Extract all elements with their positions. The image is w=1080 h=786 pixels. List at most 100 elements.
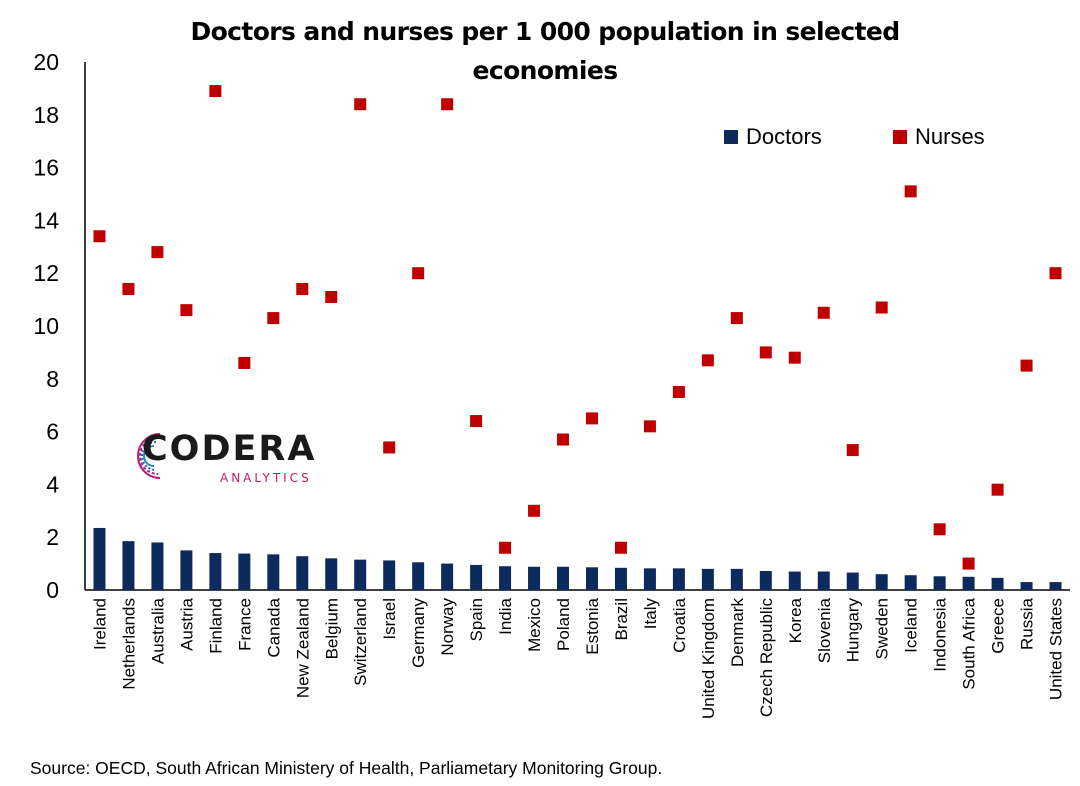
bar-doctors	[528, 566, 541, 590]
bar-doctors	[1020, 582, 1033, 590]
x-tick-label: Finland	[206, 598, 225, 654]
y-tick-label: 18	[33, 102, 59, 128]
x-tick-label: Austria	[177, 597, 196, 650]
logo-subtitle: ANALYTICS	[220, 471, 312, 485]
x-tick-label: New Zealand	[293, 598, 312, 698]
x-tick-label: Poland	[554, 598, 573, 651]
x-tick-label: Ireland	[90, 598, 109, 650]
bar-doctors	[904, 575, 917, 590]
marker-nurses	[1020, 359, 1033, 372]
bar-doctors	[499, 566, 512, 590]
marker-nurses	[325, 290, 338, 303]
bar-doctors	[441, 563, 454, 590]
x-tick-label: Brazil	[612, 598, 631, 641]
bar-doctors	[614, 567, 627, 590]
x-tick-label: Netherlands	[119, 598, 138, 690]
marker-nurses	[701, 354, 714, 367]
y-tick-label: 6	[46, 419, 59, 445]
x-tick-label: Canada	[264, 597, 283, 657]
bar-doctors	[846, 572, 859, 590]
y-tick-label: 14	[33, 207, 59, 233]
codera-logo: CODERA ANALYTICS	[120, 420, 330, 492]
x-tick-label: United Kingdom	[699, 598, 718, 719]
y-tick-label: 2	[46, 524, 59, 550]
x-tick-labels: Ireland Netherlands Australia Austria Finlan…	[90, 597, 1065, 719]
x-tick-label: Croatia	[670, 597, 689, 652]
marker-nurses	[672, 386, 685, 398]
marker-nurses	[557, 433, 570, 446]
marker-nurses	[788, 351, 801, 364]
bar-doctors	[557, 566, 570, 590]
marker-nurses	[643, 420, 656, 433]
x-tick-label: Germany	[409, 598, 428, 668]
nurses-markers	[93, 85, 1062, 570]
bar-doctors	[585, 567, 598, 590]
x-tick-label: Switzerland	[351, 598, 370, 686]
x-tick-label: Korea	[786, 597, 805, 643]
x-tick-label: Indonesia	[931, 597, 950, 671]
x-tick-label: Belgium	[322, 598, 341, 659]
bar-doctors	[759, 570, 772, 590]
bar-doctors	[209, 553, 222, 590]
x-tick-label: Slovenia	[815, 597, 834, 663]
marker-nurses	[585, 412, 598, 425]
bar-doctors	[643, 568, 656, 590]
chart-title-line-2: economies	[472, 56, 619, 85]
x-tick-label: Israel	[380, 598, 399, 640]
bar-doctors	[383, 560, 396, 590]
bar-doctors	[875, 574, 888, 590]
bar-doctors	[151, 542, 164, 590]
y-tick-label: 20	[33, 49, 59, 75]
marker-nurses	[991, 483, 1004, 496]
marker-nurses	[817, 306, 830, 319]
marker-nurses	[846, 444, 859, 457]
bar-doctors	[122, 541, 135, 590]
x-tick-label: Estonia	[583, 597, 602, 654]
marker-nurses	[1049, 267, 1062, 280]
marker-nurses	[470, 415, 483, 428]
marker-nurses	[499, 541, 512, 554]
marker-nurses	[614, 541, 627, 554]
marker-nurses	[296, 283, 309, 296]
x-tick-label: United States	[1047, 598, 1066, 700]
bar-doctors	[325, 558, 338, 590]
marker-nurses	[93, 230, 106, 243]
legend-label-doctors: Doctors	[746, 124, 822, 149]
bar-doctors	[470, 564, 483, 590]
bar-doctors	[267, 554, 280, 590]
legend-swatch-doctors	[724, 130, 738, 144]
y-tick-label: 10	[33, 313, 59, 339]
y-tick-labels: 0 2 4 6 8 10 12 14 16 18 20	[33, 49, 59, 603]
legend-swatch-nurses	[893, 130, 907, 144]
bar-doctors	[730, 568, 743, 590]
bar-doctors	[933, 576, 946, 590]
source-note: Source: OECD, South African Ministery of…	[30, 758, 663, 778]
marker-nurses	[904, 185, 917, 198]
x-tick-label: Australia	[148, 597, 167, 664]
bar-doctors	[701, 568, 714, 590]
x-tick-label: Italy	[641, 598, 660, 630]
y-tick-label: 16	[33, 155, 59, 181]
logo-wordmark: CODERA	[142, 429, 317, 469]
bar-doctors	[672, 568, 685, 590]
bar-doctors	[1049, 582, 1062, 590]
x-tick-label: Norway	[438, 598, 457, 656]
x-tick-label: Iceland	[902, 598, 921, 653]
bar-doctors	[354, 559, 367, 590]
bar-doctors	[817, 571, 830, 590]
bar-doctors	[180, 550, 193, 590]
bar-doctors	[962, 576, 975, 590]
chart-title-line-1: Doctors and nurses per 1 000 population …	[190, 17, 900, 46]
marker-nurses	[528, 504, 541, 517]
y-tick-label: 0	[46, 577, 59, 603]
x-tick-label: Mexico	[525, 598, 544, 652]
legend-item-doctors: Doctors	[724, 124, 822, 150]
marker-nurses	[267, 312, 280, 325]
x-tick-label: India	[496, 597, 515, 634]
y-tick-label: 12	[33, 260, 59, 286]
bar-doctors	[93, 527, 106, 590]
x-tick-label: Hungary	[844, 598, 863, 663]
marker-nurses	[180, 304, 193, 317]
